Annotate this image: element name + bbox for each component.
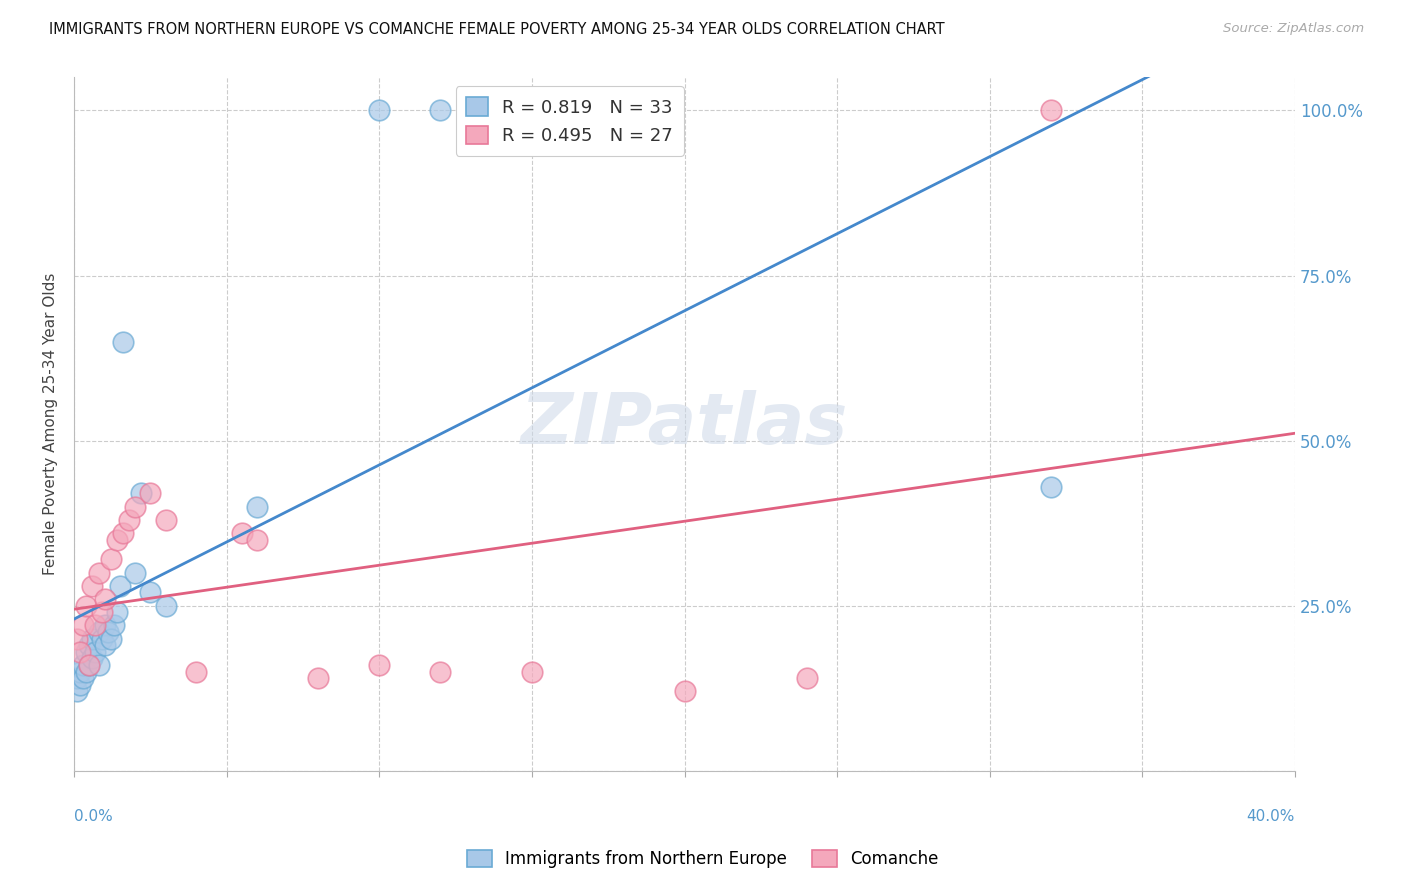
Point: [246, 533, 269, 547]
Point: [87, 625, 110, 640]
Point: [72, 658, 94, 673]
Point: [155, 599, 177, 613]
Point: [129, 486, 152, 500]
Point: [139, 585, 162, 599]
Point: [673, 684, 696, 698]
Point: [93, 618, 115, 632]
Point: [105, 605, 128, 619]
Point: [460, 103, 482, 118]
Text: 0.0%: 0.0%: [75, 809, 112, 824]
Point: [90, 605, 112, 619]
Point: [97, 625, 120, 640]
Point: [66, 671, 89, 685]
Text: Source: ZipAtlas.com: Source: ZipAtlas.com: [1223, 22, 1364, 36]
Point: [75, 645, 97, 659]
Point: [82, 632, 104, 646]
Point: [368, 658, 391, 673]
Point: [231, 526, 253, 541]
Legend: R = 0.819   N = 33, R = 0.495   N = 27: R = 0.819 N = 33, R = 0.495 N = 27: [456, 87, 685, 156]
Point: [108, 579, 131, 593]
Point: [368, 103, 391, 118]
Point: [1039, 103, 1062, 118]
Y-axis label: Female Poverty Among 25-34 Year Olds: Female Poverty Among 25-34 Year Olds: [44, 273, 58, 575]
Point: [75, 599, 97, 613]
Point: [84, 645, 107, 659]
Point: [69, 645, 91, 659]
Point: [111, 334, 134, 349]
Point: [155, 513, 177, 527]
Point: [186, 665, 208, 679]
Point: [79, 658, 101, 673]
Point: [90, 632, 112, 646]
Point: [93, 638, 115, 652]
Point: [79, 658, 101, 673]
Point: [66, 684, 89, 698]
Point: [69, 665, 91, 679]
Point: [72, 618, 94, 632]
Point: [87, 566, 110, 580]
Point: [118, 513, 141, 527]
Point: [69, 678, 91, 692]
Point: [139, 486, 162, 500]
Text: 40.0%: 40.0%: [1247, 809, 1295, 824]
Point: [82, 579, 104, 593]
Point: [124, 566, 146, 580]
Point: [103, 618, 125, 632]
Point: [93, 592, 115, 607]
Point: [111, 526, 134, 541]
Point: [246, 500, 269, 514]
Point: [100, 552, 122, 566]
Point: [105, 533, 128, 547]
Point: [75, 665, 97, 679]
Point: [429, 665, 451, 679]
Point: [87, 658, 110, 673]
Point: [72, 671, 94, 685]
Text: IMMIGRANTS FROM NORTHERN EUROPE VS COMANCHE FEMALE POVERTY AMONG 25-34 YEAR OLDS: IMMIGRANTS FROM NORTHERN EUROPE VS COMAN…: [49, 22, 945, 37]
Point: [1039, 480, 1062, 494]
Point: [82, 651, 104, 665]
Point: [796, 671, 818, 685]
Point: [429, 103, 451, 118]
Point: [79, 638, 101, 652]
Point: [100, 632, 122, 646]
Legend: Immigrants from Northern Europe, Comanche: Immigrants from Northern Europe, Comanch…: [460, 843, 946, 875]
Point: [307, 671, 329, 685]
Point: [84, 618, 107, 632]
Point: [124, 500, 146, 514]
Point: [520, 665, 543, 679]
Text: ZIPatlas: ZIPatlas: [520, 390, 848, 458]
Point: [66, 632, 89, 646]
